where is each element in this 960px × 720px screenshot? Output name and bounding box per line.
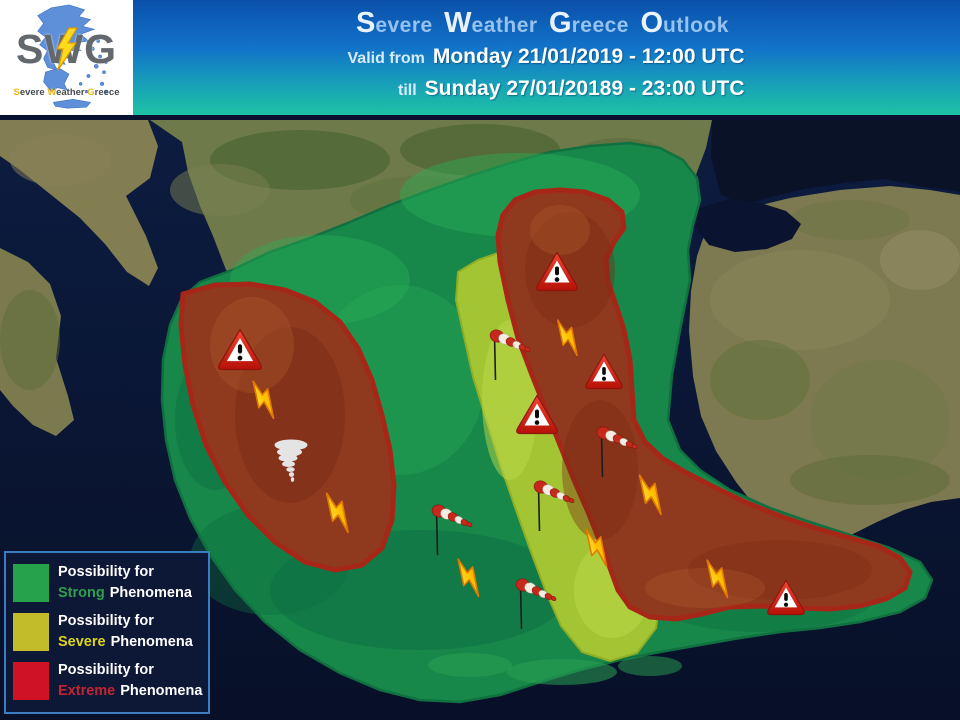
- landmass-anatolia: [689, 186, 960, 548]
- valid-from-label: Valid from: [347, 50, 425, 67]
- landmass-italy: [0, 120, 158, 436]
- validity-dates: Valid from Monday 21/01/2019 - 12:00 UTC …: [348, 42, 745, 106]
- valid-till-value: Sunday 27/01/20189 - 23:00 UTC: [424, 77, 745, 100]
- legend-swatch-extreme: [13, 662, 49, 700]
- legend-label-extreme: Possibility for Extreme Phenomena: [58, 662, 203, 699]
- valid-from-line: Valid from Monday 21/01/2019 - 12:00 UTC: [348, 42, 745, 74]
- logo-lightning-icon: [55, 27, 79, 71]
- legend-label-severe: Possibility for Severe Phenomena: [58, 613, 193, 650]
- legend-item-severe: Possibility for Severe Phenomena: [13, 611, 201, 653]
- legend-item-strong: Possibility for Strong Phenomena: [13, 562, 201, 604]
- zone-extreme-phenomena-east: [495, 187, 913, 622]
- page-title: Severe Weather Greece Outlook: [140, 7, 952, 40]
- sea-of-marmara: [695, 199, 801, 252]
- logo-subtitle: Severe Weather Greece: [13, 87, 120, 98]
- title-word-severe: Severe: [355, 7, 433, 39]
- header-banner: Severe Weather Greece Outlook Valid from…: [0, 0, 960, 115]
- legend-label-strong: Possibility for Strong Phenomena: [58, 564, 192, 601]
- legend-swatch-severe: [13, 613, 49, 651]
- outlook-map: Possibility for Strong Phenomena Possibil…: [0, 120, 960, 720]
- valid-till-label: till: [397, 82, 417, 99]
- header-titles: Severe Weather Greece Outlook Valid from…: [140, 0, 952, 115]
- title-word-weather: Weather: [444, 7, 538, 39]
- legend-swatch-strong: [13, 564, 49, 602]
- title-word-greece: Greece: [549, 7, 629, 39]
- valid-till-line: till Sunday 27/01/20189 - 23:00 UTC: [348, 74, 745, 106]
- valid-from-value: Monday 21/01/2019 - 12:00 UTC: [432, 45, 745, 68]
- black-sea: [711, 120, 960, 205]
- title-word-outlook: Outlook: [640, 7, 729, 39]
- legend-box: Possibility for Strong Phenomena Possibil…: [4, 551, 210, 714]
- header-divider: [0, 115, 960, 120]
- swg-logo: SWG Severe Weather Greece: [0, 0, 133, 115]
- legend-item-extreme: Possibility for Extreme Phenomena: [13, 660, 203, 702]
